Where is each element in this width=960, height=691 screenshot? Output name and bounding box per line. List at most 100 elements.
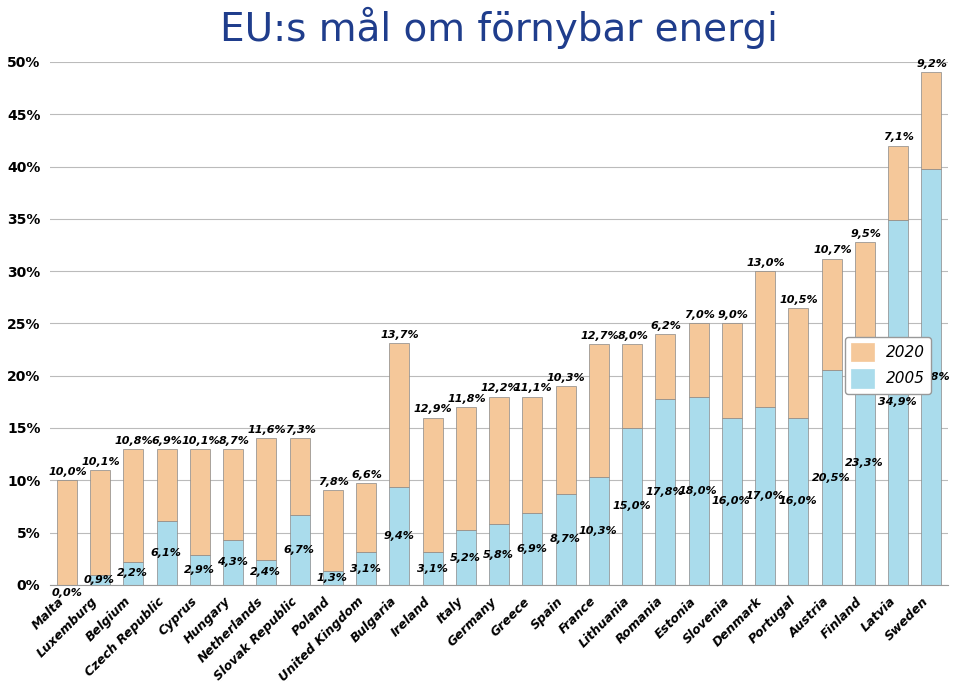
Text: 16,0%: 16,0% — [779, 496, 817, 507]
Bar — [622, 344, 642, 428]
Bar — [123, 449, 143, 562]
Text: 6,1%: 6,1% — [151, 548, 181, 558]
Text: 16,0%: 16,0% — [712, 496, 751, 507]
Bar — [422, 417, 443, 553]
Text: 10,1%: 10,1% — [82, 457, 120, 466]
Bar — [90, 470, 110, 576]
Text: 6,9%: 6,9% — [152, 436, 182, 446]
Bar — [323, 490, 343, 571]
Bar — [123, 562, 143, 585]
Text: 9,0%: 9,0% — [717, 310, 748, 320]
Text: 11,6%: 11,6% — [248, 426, 286, 435]
Text: 7,0%: 7,0% — [684, 310, 715, 320]
Text: 3,1%: 3,1% — [417, 564, 447, 574]
Text: 4,3%: 4,3% — [217, 558, 248, 567]
Bar — [688, 397, 708, 585]
Text: 18,0%: 18,0% — [679, 486, 717, 495]
Bar — [156, 449, 177, 521]
Text: 11,1%: 11,1% — [514, 384, 552, 393]
Text: 2,9%: 2,9% — [183, 565, 215, 575]
Text: 12,2%: 12,2% — [480, 384, 519, 393]
Bar — [290, 439, 309, 515]
Text: 7,8%: 7,8% — [318, 477, 348, 486]
Text: 8,0%: 8,0% — [617, 331, 648, 341]
Bar — [656, 334, 676, 399]
Text: 12,7%: 12,7% — [580, 331, 619, 341]
Text: 2,4%: 2,4% — [251, 567, 281, 578]
Bar — [156, 521, 177, 585]
Text: 17,8%: 17,8% — [645, 486, 684, 497]
Bar — [356, 484, 376, 553]
Bar — [490, 397, 509, 524]
Text: 10,0%: 10,0% — [48, 467, 86, 477]
Bar — [588, 477, 609, 585]
Text: 15,0%: 15,0% — [612, 502, 651, 511]
Text: 8,7%: 8,7% — [549, 534, 581, 545]
Text: 1,3%: 1,3% — [317, 573, 348, 583]
Text: 7,3%: 7,3% — [285, 426, 316, 435]
Text: 10,1%: 10,1% — [181, 436, 220, 446]
Text: 9,5%: 9,5% — [851, 229, 881, 238]
Bar — [788, 307, 808, 417]
Text: 0,9%: 0,9% — [84, 575, 115, 585]
Text: 3,1%: 3,1% — [350, 564, 381, 574]
Text: 11,8%: 11,8% — [447, 394, 486, 404]
Text: 7,1%: 7,1% — [883, 133, 914, 142]
Bar — [888, 220, 908, 585]
Text: 13,0%: 13,0% — [747, 258, 785, 268]
Bar — [456, 531, 476, 585]
Bar — [855, 341, 875, 585]
Bar — [456, 407, 476, 531]
Legend: 2020, 2005: 2020, 2005 — [845, 337, 931, 394]
Text: 5,8%: 5,8% — [483, 549, 514, 560]
Text: 23,3%: 23,3% — [845, 458, 883, 468]
Bar — [722, 417, 742, 585]
Bar — [90, 576, 110, 585]
Bar — [622, 428, 642, 585]
Text: 0,0%: 0,0% — [51, 588, 83, 598]
Bar — [390, 486, 409, 585]
Title: EU:s mål om förnybar energi: EU:s mål om förnybar energi — [220, 7, 778, 49]
Bar — [323, 571, 343, 585]
Text: 10,5%: 10,5% — [780, 294, 818, 305]
Text: 6,6%: 6,6% — [351, 471, 382, 480]
Text: 8,7%: 8,7% — [218, 436, 250, 446]
Text: 10,7%: 10,7% — [813, 245, 852, 256]
Bar — [290, 515, 309, 585]
Bar — [223, 449, 243, 540]
Bar — [190, 449, 210, 555]
Bar — [922, 169, 942, 585]
Bar — [422, 553, 443, 585]
Bar — [756, 407, 775, 585]
Text: 6,2%: 6,2% — [651, 321, 682, 331]
Bar — [788, 417, 808, 585]
Text: 10,3%: 10,3% — [547, 373, 586, 383]
Bar — [822, 370, 842, 585]
Bar — [656, 399, 676, 585]
Bar — [522, 513, 542, 585]
Bar — [223, 540, 243, 585]
Text: 20,5%: 20,5% — [812, 473, 851, 483]
Text: 6,7%: 6,7% — [283, 545, 314, 555]
Bar — [556, 386, 576, 494]
Text: 9,2%: 9,2% — [917, 59, 948, 69]
Bar — [888, 146, 908, 220]
Text: 2,2%: 2,2% — [117, 569, 148, 578]
Bar — [588, 344, 609, 477]
Bar — [855, 242, 875, 341]
Text: 12,9%: 12,9% — [414, 404, 452, 415]
Text: 5,2%: 5,2% — [450, 553, 481, 562]
Bar — [390, 343, 409, 486]
Bar — [688, 323, 708, 397]
Text: 6,9%: 6,9% — [516, 544, 547, 553]
Bar — [922, 73, 942, 169]
Bar — [356, 553, 376, 585]
Bar — [256, 560, 276, 585]
Text: 10,8%: 10,8% — [114, 436, 154, 446]
Bar — [490, 524, 509, 585]
Bar — [722, 323, 742, 417]
Text: 13,7%: 13,7% — [381, 330, 420, 340]
Bar — [756, 271, 775, 407]
Bar — [256, 439, 276, 560]
Bar — [57, 480, 77, 585]
